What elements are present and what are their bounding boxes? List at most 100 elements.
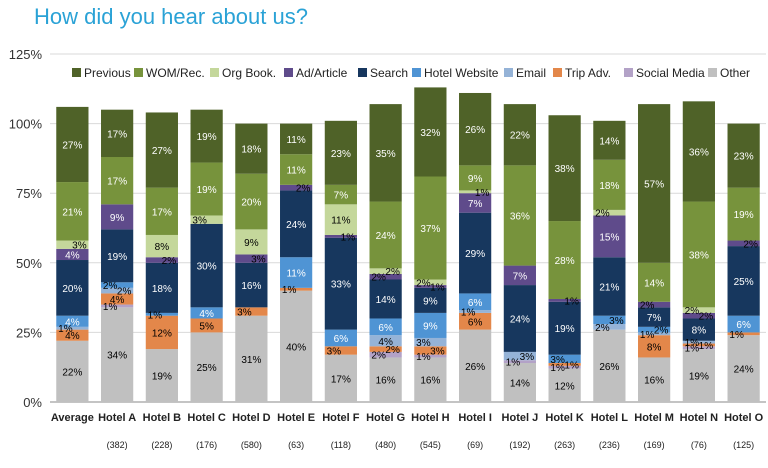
data-label: 16% — [420, 376, 440, 387]
data-label: 11% — [286, 269, 305, 280]
bar-segment — [280, 184, 313, 191]
bar-segment — [369, 268, 402, 274]
bar-segment — [369, 351, 402, 358]
data-label: 36% — [689, 147, 709, 158]
data-label: 2% — [371, 351, 386, 362]
data-label: 16% — [644, 376, 664, 387]
bar-segment — [324, 184, 357, 205]
data-label: 25% — [197, 363, 217, 374]
bar-segment — [414, 287, 447, 313]
data-label: 16% — [376, 376, 396, 387]
bar-segment — [503, 265, 536, 286]
data-label: 24% — [510, 314, 530, 325]
bar-segment — [369, 273, 402, 280]
data-label: 2% — [699, 312, 714, 323]
legend-label: Hotel Website — [424, 66, 499, 80]
data-label: 4% — [65, 331, 80, 342]
bar-segment — [145, 315, 178, 350]
data-label: 3% — [72, 241, 87, 252]
bar-segment — [235, 262, 268, 308]
data-label: 2% — [743, 239, 758, 250]
data-label: 40% — [286, 342, 306, 353]
x-tick-label: Hotel A — [98, 412, 136, 424]
bar-segment — [324, 204, 357, 235]
data-label: 1% — [729, 330, 744, 341]
bar-segment — [727, 187, 760, 241]
x-tick-label: Hotel O — [724, 412, 764, 424]
data-label: 26% — [599, 362, 619, 373]
bar-segment — [235, 173, 268, 230]
bar-segment — [414, 354, 447, 358]
data-label: 29% — [465, 249, 485, 260]
data-label: 23% — [734, 152, 754, 163]
data-label: 38% — [689, 250, 709, 261]
data-label: 20% — [62, 284, 82, 295]
legend-swatch — [412, 68, 421, 77]
bar-segment — [727, 332, 760, 336]
bar-segment — [638, 301, 671, 308]
bar-segment — [593, 329, 626, 402]
bar-segment — [101, 307, 134, 402]
bar-segment — [593, 159, 626, 210]
bar-segment — [459, 310, 492, 313]
data-label: 2% — [385, 345, 400, 356]
bar-segment — [682, 318, 715, 341]
data-label: 38% — [555, 164, 575, 175]
sample-size-label: (169) — [644, 440, 665, 450]
bar-segment — [101, 109, 134, 158]
x-tick-label: Hotel D — [232, 412, 271, 424]
data-label: 2% — [595, 323, 610, 334]
data-label: 1% — [341, 232, 356, 243]
bar-segment — [280, 290, 313, 402]
bar-segment — [548, 115, 581, 222]
bar-segment — [503, 285, 536, 352]
data-label: 23% — [331, 149, 351, 160]
data-label: 27% — [62, 140, 82, 151]
bar-segment — [503, 165, 536, 266]
data-label: 6% — [468, 298, 483, 309]
bar-segment — [638, 357, 671, 402]
bar-segment — [727, 123, 760, 188]
bar-segment — [638, 262, 671, 302]
data-label: 1% — [550, 363, 565, 374]
bar-segment — [459, 92, 492, 166]
legend-label: Email — [516, 66, 546, 80]
data-label: 18% — [599, 181, 619, 192]
bar-segment — [727, 335, 760, 402]
bar-segment — [727, 315, 760, 333]
data-label: 24% — [286, 220, 306, 231]
bar-segment — [459, 329, 492, 402]
bar-segment — [369, 335, 402, 347]
bar-segment — [593, 257, 626, 316]
data-label: 8% — [647, 342, 662, 353]
data-label: 21% — [599, 282, 619, 293]
sample-size-label: (228) — [151, 440, 172, 450]
data-label: 1% — [148, 310, 163, 321]
data-label: 19% — [555, 324, 575, 335]
data-label: 5% — [199, 321, 214, 332]
bar-segment — [459, 165, 492, 191]
bar-segment — [235, 307, 268, 316]
data-label: 2% — [296, 184, 311, 195]
bar-segment — [280, 257, 313, 288]
data-label: 2% — [117, 287, 132, 298]
bar-segment — [56, 326, 89, 330]
legend-swatch — [134, 68, 143, 77]
legend-swatch — [210, 68, 219, 77]
data-label: 1% — [461, 308, 476, 319]
bar-segment — [324, 329, 357, 347]
x-tick-label: Hotel N — [680, 412, 719, 424]
bar-segment — [638, 104, 671, 263]
data-label: 16% — [241, 281, 261, 292]
data-label: 12% — [555, 381, 575, 392]
data-label: 4% — [110, 295, 125, 306]
bar-segment — [145, 112, 178, 188]
data-label: 3% — [251, 255, 266, 266]
data-label: 9% — [423, 296, 438, 307]
data-label: 4% — [378, 337, 393, 348]
data-label: 9% — [423, 321, 438, 332]
legend-swatch — [72, 68, 81, 77]
bar-segment — [280, 123, 313, 155]
sample-size-label: (125) — [733, 440, 754, 450]
bar-segment — [101, 293, 134, 305]
